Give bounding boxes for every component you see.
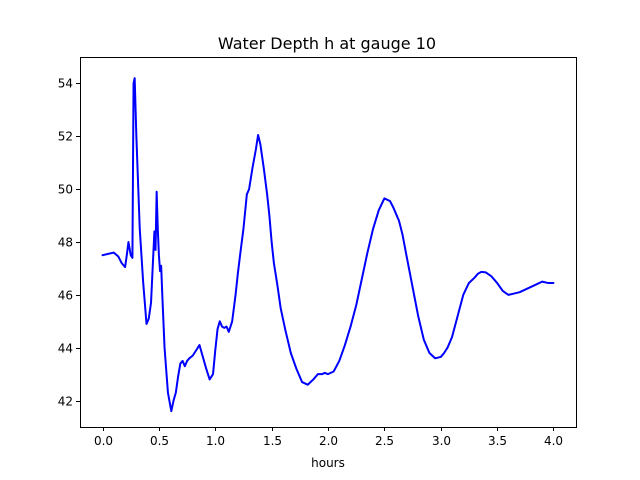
- x-tick-label: 4.0: [544, 434, 563, 448]
- series-line-0: [101, 77, 555, 413]
- x-tick-label: 0.5: [150, 434, 169, 448]
- x-axis: 0.0 0.5 1.0 1.5 2.0 2.5 3.0 3.5 4.0: [94, 427, 563, 448]
- x-tick-label: 1.5: [263, 434, 282, 448]
- x-tick-label: 2.0: [319, 434, 338, 448]
- y-tick-label: 50: [58, 183, 73, 197]
- y-tick-label: 48: [58, 236, 73, 250]
- y-tick-label: 42: [58, 395, 73, 409]
- y-tick-label: 52: [58, 130, 73, 144]
- y-tick-label: 54: [58, 77, 73, 91]
- y-tick-label: 46: [58, 289, 73, 303]
- x-tick-label: 0.0: [94, 434, 113, 448]
- y-tick-label: 44: [58, 342, 73, 356]
- y-axis: 42 44 46 48 50 52 54: [58, 77, 80, 409]
- x-tick-label: 3.0: [432, 434, 451, 448]
- x-axis-label: hours: [311, 456, 345, 470]
- x-tick-label: 1.0: [206, 434, 225, 448]
- x-tick-label: 3.5: [488, 434, 507, 448]
- series-layer: [101, 77, 555, 413]
- chart-title: Water Depth h at gauge 10: [218, 34, 436, 53]
- x-tick-label: 2.5: [375, 434, 394, 448]
